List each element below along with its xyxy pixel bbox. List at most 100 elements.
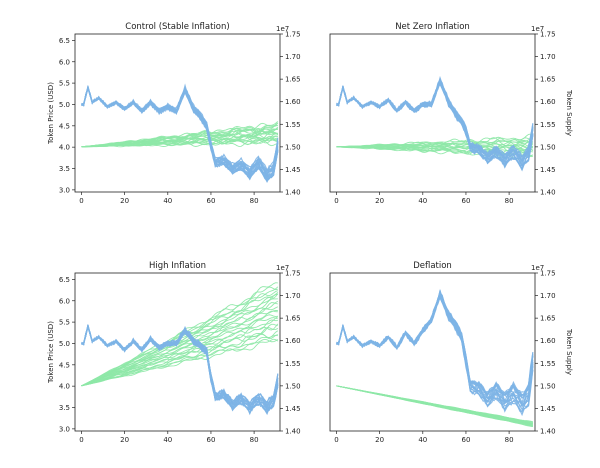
y-tick-label-left: 4.0 — [59, 383, 70, 391]
y-tick-label-right: 1.65 — [540, 315, 556, 323]
x-tick-label: 20 — [120, 197, 129, 205]
x-tick-label: 0 — [334, 197, 338, 205]
y-tick-label-right: 1.75 — [285, 270, 301, 278]
y-tick-label-left: 4.5 — [59, 122, 70, 130]
supply-line — [336, 137, 533, 148]
x-tick-label: 0 — [79, 197, 83, 205]
y-tick-label-right: 1.70 — [540, 292, 556, 300]
subplot-title: Control (Stable Inflation) — [125, 22, 229, 32]
supply-line — [81, 330, 279, 387]
supply-line — [336, 133, 534, 148]
x-tick-label: 60 — [206, 197, 215, 205]
subplot-4: 0 20 40 60 80 1.40 1.45 1.50 1.55 1.60 1.65 1.70 1.7… — [329, 261, 573, 444]
right-axis-exponent: 1e7 — [531, 25, 544, 33]
y-axis-label-right: Token Supply — [565, 328, 573, 375]
y-tick-label-right: 1.75 — [540, 270, 556, 278]
y-tick-label-right: 1.40 — [540, 428, 556, 436]
y-tick-label-right: 1.60 — [285, 337, 301, 345]
series-group — [81, 282, 279, 416]
y-tick-label-right: 1.40 — [540, 189, 556, 197]
right-axis-exponent: 1e7 — [276, 264, 289, 272]
subplot-title: Deflation — [413, 261, 452, 271]
y-tick-label-right: 1.60 — [540, 98, 556, 106]
x-tick-label: 20 — [120, 436, 129, 444]
y-tick-label-left: 3.0 — [59, 425, 70, 433]
y-tick-label-right: 1.40 — [285, 428, 301, 436]
right-axis-exponent: 1e7 — [276, 25, 289, 33]
y-tick-label-right: 1.50 — [540, 143, 556, 151]
y-tick-label-left: 6.5 — [59, 37, 70, 45]
price-line — [81, 85, 279, 182]
x-tick-label: 60 — [461, 436, 470, 444]
y-tick-label-right: 1.60 — [285, 98, 301, 106]
supply-line — [81, 317, 278, 387]
y-tick-label-right: 1.75 — [285, 31, 301, 39]
x-tick-label: 60 — [461, 197, 470, 205]
y-tick-label-right: 1.45 — [285, 405, 301, 413]
y-tick-label-right: 1.65 — [540, 76, 556, 84]
y-tick-label-right: 1.55 — [540, 121, 556, 129]
y-tick-label-right: 1.65 — [285, 76, 301, 84]
y-tick-label-right: 1.45 — [285, 166, 301, 174]
x-tick-label: 0 — [79, 436, 83, 444]
y-tick-label-left: 5.0 — [59, 101, 70, 109]
supply-line — [336, 385, 533, 423]
y-tick-label-right: 1.50 — [540, 382, 556, 390]
x-tick-label: 20 — [375, 436, 384, 444]
y-tick-label-right: 1.70 — [285, 292, 301, 300]
y-tick-label-right: 1.50 — [285, 143, 301, 151]
x-tick-label: 40 — [163, 197, 172, 205]
y-tick-label-right: 1.40 — [285, 189, 301, 197]
subplot-1: 0 20 40 60 80 3.0 3.5 4.0 4.5 5.0 5.5 6.0 6.5 1.40 1.4… — [47, 22, 301, 205]
plot-frame — [329, 33, 536, 193]
price-line — [336, 292, 534, 406]
y-tick-label-right: 1.55 — [540, 360, 556, 368]
y-tick-label-left: 3.0 — [59, 186, 70, 194]
y-tick-label-right: 1.45 — [540, 166, 556, 174]
subplot-title: High Inflation — [149, 261, 206, 271]
y-tick-label-right: 1.55 — [285, 121, 301, 129]
y-axis-label-left: Token Price (USD) — [47, 321, 55, 384]
subplot-3: 0 20 40 60 80 3.0 3.5 4.0 4.5 5.0 5.5 6.0 6.5 1.40 1.4… — [47, 261, 301, 444]
x-tick-label: 20 — [375, 197, 384, 205]
subplot-2: 0 20 40 60 80 1.40 1.45 1.50 1.55 1.60 1.65 1.70 1.7… — [329, 22, 573, 205]
x-tick-label: 80 — [250, 197, 259, 205]
y-tick-label-left: 6.5 — [59, 276, 70, 284]
y-tick-label-left: 5.5 — [59, 80, 70, 88]
y-tick-label-left: 3.5 — [59, 165, 70, 173]
y-tick-label-left: 4.0 — [59, 144, 70, 152]
plot-frame — [329, 272, 536, 432]
y-tick-label-right: 1.55 — [285, 360, 301, 368]
x-tick-label: 80 — [505, 197, 514, 205]
series-group — [336, 288, 534, 427]
supply-line — [81, 282, 278, 387]
y-tick-label-right: 1.70 — [285, 53, 301, 61]
x-tick-label: 60 — [206, 436, 215, 444]
y-tick-label-left: 5.0 — [59, 340, 70, 348]
supply-line — [81, 309, 278, 387]
supply-line — [81, 121, 279, 148]
x-tick-label: 80 — [250, 436, 259, 444]
y-tick-label-right: 1.65 — [285, 315, 301, 323]
x-tick-label: 80 — [505, 436, 514, 444]
y-axis-label-left: Token Price (USD) — [47, 82, 55, 145]
price-line — [336, 78, 534, 161]
series-group — [81, 83, 279, 184]
subplot-title: Net Zero Inflation — [395, 22, 470, 32]
series-group — [336, 75, 534, 172]
plot-frame — [74, 272, 281, 432]
x-tick-label: 40 — [418, 197, 427, 205]
y-tick-label-left: 5.5 — [59, 319, 70, 327]
y-tick-label-left: 6.0 — [59, 297, 70, 305]
price-line — [336, 82, 534, 171]
y-tick-label-left: 6.0 — [59, 58, 70, 66]
price-line — [81, 324, 279, 405]
plot-frame — [74, 33, 281, 193]
right-axis-exponent: 1e7 — [531, 264, 544, 272]
supply-line — [81, 286, 278, 387]
supply-line — [81, 310, 278, 387]
y-axis-label-right: Token Supply — [565, 89, 573, 136]
y-tick-label-right: 1.70 — [540, 53, 556, 61]
y-tick-label-left: 4.5 — [59, 361, 70, 369]
